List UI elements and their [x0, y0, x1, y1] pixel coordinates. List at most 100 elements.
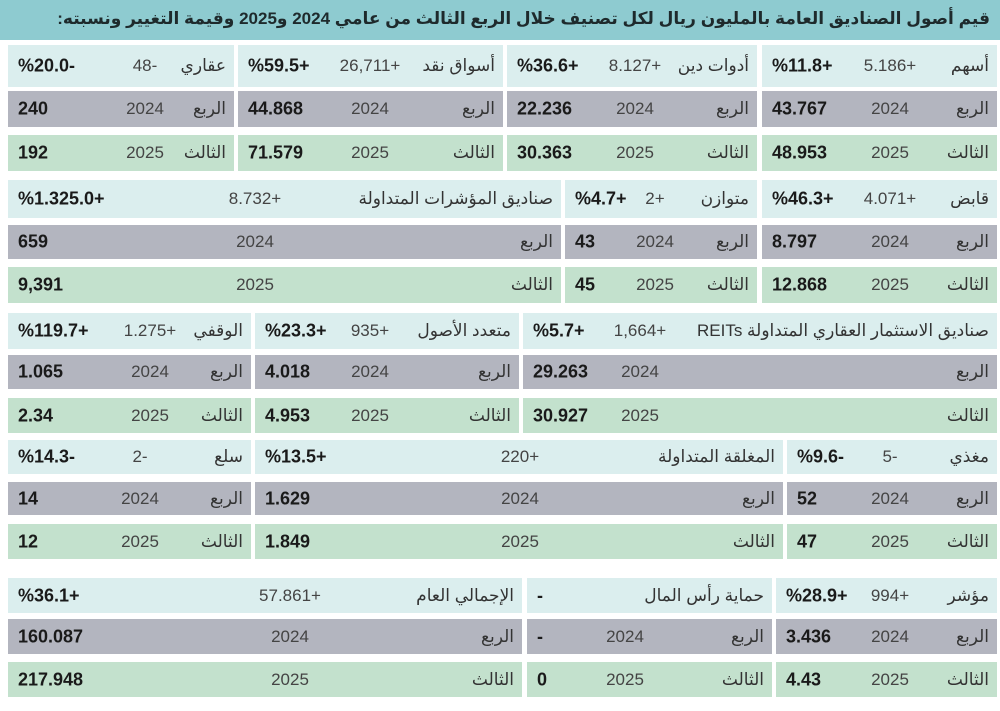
change-value: 26,711+ [339, 56, 401, 75]
quarter-label: الربع [519, 232, 553, 251]
row-2024: الربع 2024 29.263 [523, 355, 997, 389]
category-header: متعدد الأصول 935+ %23.3+ [255, 313, 519, 349]
quarter-label: الثالث [471, 669, 514, 689]
category-header: حماية رأس المال - [527, 578, 772, 613]
year-label: 2024 [121, 488, 159, 508]
row-2025: الثالث 2025 192 [8, 135, 234, 171]
change-value: 1.275+ [123, 321, 177, 340]
category-name: عقاري [180, 56, 226, 75]
asset-value: 45 [575, 274, 596, 295]
asset-value: 43.767 [772, 98, 828, 119]
asset-value: 47 [797, 531, 818, 551]
change-value: 48- [132, 56, 158, 75]
year-label: 2025 [871, 275, 909, 294]
quarter-label: الربع [480, 626, 514, 646]
category-header: قابض 4.071+ %46.3+ [762, 180, 997, 218]
quarter-label: الثالث [946, 531, 989, 551]
asset-value: 30.927 [533, 405, 589, 425]
asset-value: 4.43 [786, 669, 822, 689]
category-name: صناديق المؤشرات المتداولة [358, 189, 553, 208]
change-percent: %23.3+ [265, 320, 327, 341]
quarter-label: الربع [955, 488, 989, 508]
category-header: الإجمالي العام 57.861+ %36.1+ [8, 578, 522, 613]
change-percent: %4.7+ [575, 188, 627, 209]
category-header: الوقفي 1.275+ %119.7+ [8, 313, 251, 349]
row-2024: الربع 2024 44.868 [238, 91, 503, 127]
asset-value: 3.436 [786, 626, 832, 646]
category-header: أسهم 5.186+ %11.8+ [762, 45, 997, 87]
year-label: 2025 [236, 275, 274, 294]
year-label: 2024 [126, 99, 164, 118]
change-value: 935+ [350, 321, 390, 340]
asset-value: 14 [18, 488, 39, 508]
asset-value: 659 [18, 231, 49, 252]
change-value: 4.071+ [863, 189, 917, 208]
year-label: 2025 [871, 669, 909, 689]
change-percent: %5.7+ [533, 320, 585, 341]
row-2024: الربع 2024 1.629 [255, 482, 783, 515]
change-percent: %119.7+ [18, 320, 89, 341]
asset-value: 160.087 [18, 626, 84, 646]
year-label: 2024 [871, 232, 909, 251]
asset-value: 8.797 [772, 231, 818, 252]
asset-value: 52 [797, 488, 818, 508]
asset-value: 9,391 [18, 274, 64, 295]
year-label: 2025 [636, 275, 674, 294]
category-name: أسواق نقد [422, 56, 495, 75]
change-percent: %28.9+ [786, 585, 848, 605]
year-label: 2025 [871, 531, 909, 551]
asset-value: 240 [18, 98, 49, 119]
category-header: مغذي 5- %9.6- [787, 440, 997, 474]
quarter-label: الربع [209, 362, 243, 381]
year-label: 2025 [121, 531, 159, 551]
row-2025: الثالث 2025 30.927 [523, 398, 997, 433]
category-name: مغذي [949, 447, 989, 466]
quarter-label: الثالث [946, 275, 989, 294]
quarter-label: الربع [715, 232, 749, 251]
category-name: أدوات دين [677, 56, 749, 75]
row-2025: الثالث 2025 4.953 [255, 398, 519, 433]
quarter-label: الثالث [706, 275, 749, 294]
quarter-label: الثالث [946, 405, 989, 425]
row-2025: الثالث 2025 1.849 [255, 524, 783, 559]
change-value: 57.861+ [259, 585, 321, 605]
year-label: 2024 [351, 99, 389, 118]
row-2024: الربع 2024 43 [565, 225, 757, 259]
asset-value: 44.868 [248, 98, 304, 119]
quarter-label: الربع [192, 99, 226, 118]
row-2024: الربع 2024 659 [8, 225, 561, 259]
year-label: 2025 [131, 405, 169, 425]
change-percent: %11.8+ [772, 55, 833, 76]
row-2025: الثالث 2025 217.948 [8, 662, 522, 697]
category-header: متوازن 2+ %4.7+ [565, 180, 757, 218]
year-label: 2024 [606, 626, 644, 646]
year-label: 2025 [351, 143, 389, 162]
quarter-label: الثالث [732, 531, 775, 551]
asset-value: 4.018 [265, 361, 311, 382]
year-label: 2024 [131, 362, 169, 381]
change-value: 2- [132, 447, 148, 466]
row-2024: الربع 2024 22.236 [507, 91, 757, 127]
asset-value: 2.34 [18, 405, 54, 425]
year-label: 2025 [606, 669, 644, 689]
change-value: 8.732+ [228, 189, 282, 208]
category-header: صناديق المؤشرات المتداولة 8.732+ %1.325.0+ [8, 180, 561, 218]
row-2024: الربع 2024 14 [8, 482, 251, 515]
year-label: 2024 [636, 232, 674, 251]
change-percent: %14.3- [18, 446, 76, 467]
category-name: الوقفي [193, 321, 243, 340]
row-2024: الربع 2024 160.087 [8, 619, 522, 654]
asset-value: 12 [18, 531, 39, 551]
category-header: صناديق الاستثمار العقاري المتداولة REITs… [523, 313, 997, 349]
row-2024: الربع 2024 43.767 [762, 91, 997, 127]
row-2025: الثالث 2025 9,391 [8, 267, 561, 303]
change-value: 2+ [645, 189, 665, 208]
quarter-label: الربع [461, 99, 495, 118]
row-2024: الربع 2024 8.797 [762, 225, 997, 259]
category-name: متوازن [700, 189, 749, 208]
row-2025: الثالث 2025 12 [8, 524, 251, 559]
quarter-label: الثالث [200, 405, 243, 425]
quarter-label: الربع [209, 488, 243, 508]
quarter-label: الثالث [452, 143, 495, 162]
asset-value: 1.065 [18, 361, 64, 382]
